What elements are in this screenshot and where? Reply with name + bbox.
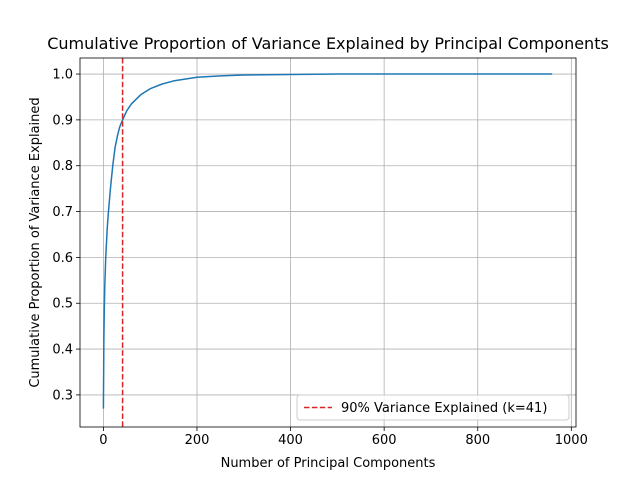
legend-entry-label: 90% Variance Explained (k=41): [341, 401, 547, 416]
x-tick-label: 800: [465, 433, 490, 448]
x-tick-label: 400: [278, 433, 303, 448]
plot-layer: [102, 58, 553, 427]
x-tick-label: 0: [99, 433, 107, 448]
legend: 90% Variance Explained (k=41): [296, 394, 570, 421]
tick-layer: 0 200 400 600 800 1000 0.3 0.4 0.5 0.6 0.7 0.8 0.9 1.…: [52, 68, 588, 448]
y-tick-label: 0.5: [52, 297, 73, 312]
legend-box: [296, 394, 570, 421]
variance-curve: [102, 73, 553, 409]
plot-frame: [79, 57, 577, 428]
y-tick-label: 1.0: [52, 68, 73, 83]
x-tick-label: 600: [372, 433, 397, 448]
y-tick-label: 0.6: [52, 251, 73, 266]
y-tick-label: 0.4: [52, 343, 73, 358]
x-axis-label: Number of Principal Components: [221, 456, 436, 471]
y-tick-label: 0.3: [52, 388, 73, 403]
x-tick-label: 1000: [555, 433, 588, 448]
y-tick-label: 0.7: [52, 205, 73, 220]
chart-title: Cumulative Proportion of Variance Explai…: [47, 34, 609, 53]
y-tick-label: 0.9: [52, 113, 73, 128]
x-tick-label: 200: [185, 433, 210, 448]
y-axis-label: Cumulative Proportion of Variance Explai…: [28, 97, 43, 387]
y-tick-label: 0.8: [52, 159, 73, 174]
